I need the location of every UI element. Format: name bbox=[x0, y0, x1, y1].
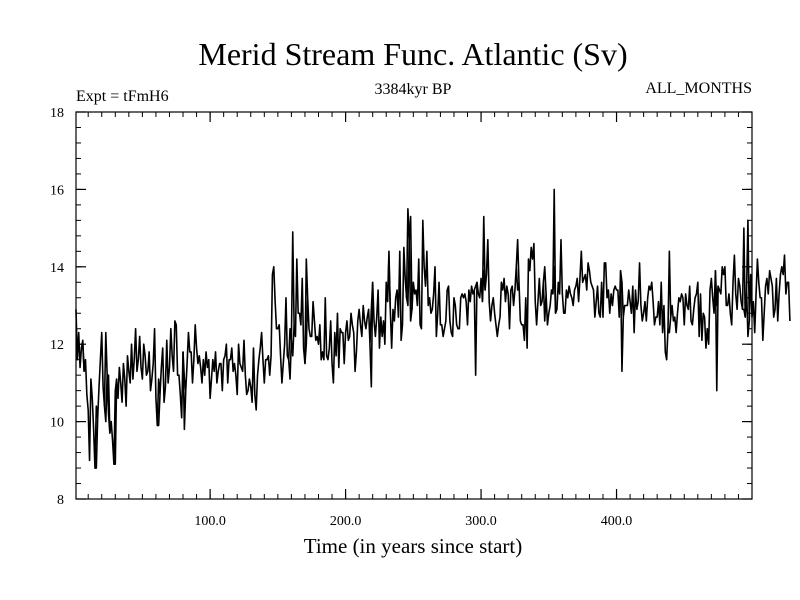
y-tick-label: 18 bbox=[50, 106, 64, 121]
series-peak bbox=[741, 227, 747, 318]
series-peak bbox=[667, 250, 672, 329]
y-axis: 8 10 12 14 16 18 bbox=[50, 106, 752, 508]
series-peak bbox=[714, 270, 719, 392]
series-peak bbox=[405, 207, 411, 298]
y-tick-label: 14 bbox=[50, 261, 64, 276]
series-peak bbox=[290, 231, 295, 341]
series-peak bbox=[473, 282, 478, 376]
chart-title: Merid Stream Func. Atlantic (Sv) bbox=[198, 36, 627, 72]
months-label: ALL_MONTHS bbox=[645, 80, 752, 97]
series-peak bbox=[745, 219, 751, 321]
series-peak bbox=[515, 238, 520, 283]
y-tick-label: 10 bbox=[50, 416, 64, 431]
series-peak bbox=[113, 379, 118, 465]
series-line bbox=[75, 219, 791, 469]
y-tick-label: 8 bbox=[57, 493, 64, 508]
series-peak bbox=[107, 374, 111, 434]
series-peak bbox=[386, 250, 392, 310]
y-tick-label: 12 bbox=[50, 338, 64, 353]
plot-frame bbox=[75, 111, 753, 500]
x-tick-label: 300.0 bbox=[465, 514, 497, 529]
x-axis: 100.0 200.0 300.0 400.0 bbox=[194, 112, 632, 529]
series-peak bbox=[103, 331, 108, 407]
y-tick-label: 16 bbox=[50, 183, 64, 198]
series-peak bbox=[369, 282, 374, 388]
series-peak bbox=[552, 188, 557, 314]
series-peak bbox=[94, 417, 99, 469]
minor-ticks bbox=[76, 112, 752, 499]
series-peak bbox=[157, 394, 161, 427]
x-tick-label: 400.0 bbox=[601, 514, 633, 529]
x-axis-label: Time (in years since start) bbox=[304, 534, 523, 558]
chart-subtitle: 3384kyr BP bbox=[375, 81, 452, 98]
series-peak bbox=[408, 215, 413, 310]
x-tick-label: 100.0 bbox=[194, 514, 226, 529]
experiment-label: Expt = tFmH6 bbox=[76, 88, 169, 105]
series-layer bbox=[75, 188, 791, 469]
series-peak bbox=[304, 258, 309, 364]
series-peak bbox=[182, 351, 187, 431]
series-peak bbox=[542, 266, 547, 294]
x-tick-label: 200.0 bbox=[330, 514, 362, 529]
series-peak bbox=[619, 270, 625, 373]
series-peak bbox=[287, 340, 293, 380]
series-peak bbox=[80, 343, 85, 372]
series-peak bbox=[481, 215, 486, 302]
